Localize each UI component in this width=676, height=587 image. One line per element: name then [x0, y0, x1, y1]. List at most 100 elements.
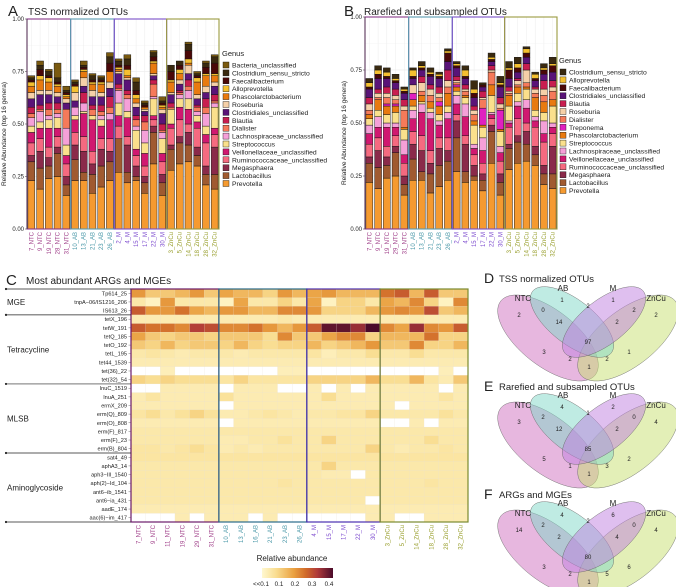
bar-segment-Phascolarctobacterium [53, 85, 62, 93]
bar-segment-Clostridium_sensu_stricto [80, 64, 88, 68]
bar-segment-Megasphaera [365, 156, 374, 164]
heatmap-cell [174, 349, 190, 359]
bar-segment-Treponema [391, 103, 400, 107]
legend-swatch [222, 61, 230, 69]
separator-dot [4, 451, 8, 455]
heatmap-cell [336, 487, 352, 497]
heatmap-cell [306, 306, 322, 316]
bar-segment-Phascolarctobacterium [210, 75, 219, 83]
heatmap-cell [292, 461, 308, 471]
heatmap-cell [321, 366, 337, 376]
heatmap-cell [145, 288, 161, 298]
heatmap-cell [218, 323, 234, 333]
heatmap-cell [277, 366, 293, 376]
heatmap-cell [394, 478, 410, 488]
bar-segment-Faecalibacterium [193, 75, 201, 79]
row-label: aadE_174 [101, 507, 127, 513]
bar-segment-Clostridiales_unclassified [71, 100, 79, 108]
venn-count: 6 [611, 513, 615, 519]
heatmap-cell [394, 349, 410, 359]
venn-count: 6 [627, 565, 631, 571]
bar-segment-Lactobacillus [88, 174, 97, 194]
column-label: 21_AB [268, 525, 274, 543]
bar-segment-Veillonellaceae_unclassified [36, 127, 44, 139]
bar-segment-Alloprevotella [71, 85, 79, 93]
heatmap-cell [189, 297, 205, 307]
bar-segment-Alloprevotella [132, 94, 140, 100]
legend-label: Roseburia [232, 102, 263, 109]
heatmap-cell [233, 401, 249, 411]
legend-label: Dialister [569, 117, 594, 124]
bar-segment-Prevotella [53, 176, 62, 230]
heatmap-cell [233, 375, 249, 385]
bar-segment-Lactobacillus [176, 142, 184, 165]
bar-segment-Roseburia [36, 90, 44, 95]
bar-segment-Faecalibacterium [444, 52, 452, 62]
heatmap-cell [174, 461, 190, 471]
bar-segment-Ruminococcaceae_unclassified [540, 141, 548, 166]
bar-segment-Dialister [53, 109, 62, 114]
heatmap-cell [204, 496, 220, 506]
bar-segment-Lachnospiraceae_unclassified [540, 120, 548, 134]
bar-segment-Roseburia [505, 90, 513, 94]
bar-segment-Dialister [522, 82, 531, 88]
heatmap-cell [160, 332, 176, 342]
heatmap-cell [262, 366, 278, 376]
heatmap-cell [277, 306, 293, 316]
heatmap-cell [262, 306, 278, 316]
column-label: 9_NTC [151, 524, 157, 544]
heatmap-cell [218, 418, 234, 428]
row-label: erm(O)_808 [97, 421, 127, 427]
bar-segment-Phascolarctobacterium [106, 71, 114, 83]
bar-segment-Clostridium_sensu_stricto [383, 67, 391, 73]
bar-segment-Lactobacillus [141, 182, 149, 194]
bar-segment-Lachnospiraceae_unclassified [106, 113, 114, 121]
heatmap-cell [379, 349, 396, 359]
venn-set-label: NTC [515, 401, 532, 410]
row-label: tetO_192 [104, 343, 127, 349]
heatmap-cell [321, 383, 337, 393]
bar-segment-Veillonellaceae_unclassified [62, 155, 70, 165]
bar-segment-Blautia [193, 104, 201, 108]
bar-segment-Dialister [184, 85, 193, 91]
bar-segment-Veillonellaceae_unclassified [505, 122, 513, 128]
bar-segment-Faecalibacterium [123, 64, 132, 70]
heatmap-cell [365, 306, 381, 316]
heatmap-cell [394, 418, 410, 428]
legend-swatch [559, 116, 567, 123]
bar-segment-Lachnospiraceae_unclassified [479, 137, 487, 151]
heatmap-cell [145, 426, 161, 437]
bar-segment-Veillonellaceae_unclassified [149, 115, 158, 121]
heatmap-cell [262, 340, 278, 350]
heatmap-cell [306, 426, 322, 437]
heatmap-cell [130, 401, 146, 411]
heatmap-cell [145, 306, 161, 316]
bar-segment-Roseburia [487, 69, 496, 73]
bar-segment-Faecalibacterium [202, 67, 210, 74]
legend-label: Treponema [569, 125, 604, 132]
heatmap-cell [409, 357, 425, 367]
venn-set-label: M [610, 499, 617, 508]
heatmap-cell [423, 332, 439, 342]
heatmap-cell [130, 478, 146, 488]
legend-label: Lachnospiraceae_unclassified [232, 134, 323, 141]
heatmap-cell [394, 470, 410, 480]
heatmap-cell [453, 444, 469, 454]
bar-segment-Lactobacillus [202, 174, 210, 186]
heatmap-cell [262, 375, 278, 385]
heatmap-cell [277, 349, 293, 359]
bar-segment-Dialister [418, 90, 426, 96]
bar-segment-Clostridium_sensu_stricto [418, 61, 426, 66]
heatmap-cell [233, 418, 249, 428]
heatmap-cell [174, 426, 190, 437]
heatmap-cell [423, 470, 439, 480]
heatmap-cell [365, 297, 381, 307]
x-tick-label: 26_AB [446, 232, 452, 250]
heatmap-cell [321, 297, 337, 307]
venn-count: 4 [560, 405, 564, 411]
heatmap-cell [409, 513, 425, 523]
bar-segment-Dialister [62, 109, 70, 129]
heatmap-cell [350, 288, 366, 298]
heatmap-cell [321, 392, 337, 402]
